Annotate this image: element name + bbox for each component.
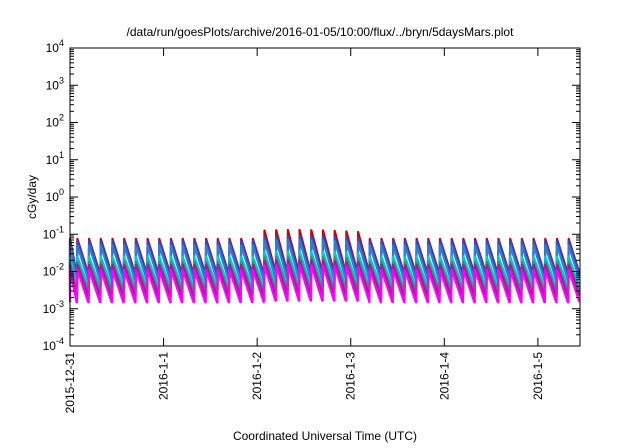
x-tick-label: 2016-1-4 — [437, 352, 451, 400]
y-tick-label: 101 — [46, 150, 64, 167]
x-tick-label: 2016-1-3 — [344, 352, 358, 400]
x-axis-label: Coordinated Universal Time (UTC) — [233, 429, 417, 443]
y-tick-label: 100 — [46, 187, 64, 204]
y-tick-label: 10-4 — [43, 336, 64, 353]
chart-title: /data/run/goesPlots/archive/2016-01-05/1… — [127, 25, 515, 39]
x-tick-label: 2015-12-31 — [63, 352, 77, 414]
y-tick-label: 10-3 — [43, 299, 64, 316]
y-tick-label: 104 — [46, 38, 64, 55]
x-tick-label: 2016-1-2 — [250, 352, 264, 400]
y-tick-label: 10-1 — [43, 224, 64, 241]
y-tick-label: 103 — [46, 75, 64, 92]
x-tick-label: 2016-1-1 — [157, 352, 171, 400]
y-axis-label: cGy/day — [25, 175, 39, 219]
series-layer — [68, 228, 581, 304]
x-tick-label: 2016-1-5 — [531, 352, 545, 400]
y-tick-label: 102 — [46, 113, 64, 130]
y-tick-label: 10-2 — [43, 262, 64, 279]
series-line-6 — [68, 263, 581, 304]
plot-frame — [69, 47, 581, 347]
tick-layer: 10-4 10-3 10-2 10-1 100 101 102 103 104 2015-12-3… — [43, 38, 580, 413]
